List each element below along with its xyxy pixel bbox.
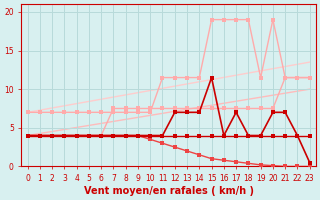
X-axis label: Vent moyen/en rafales ( km/h ): Vent moyen/en rafales ( km/h ) [84,186,254,196]
